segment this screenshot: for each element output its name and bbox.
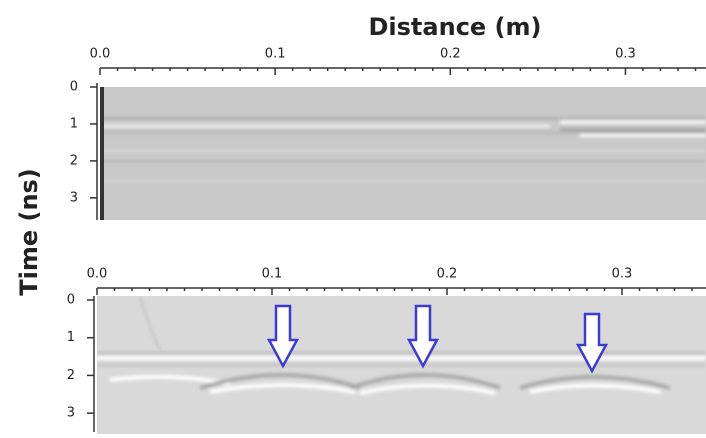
figure: Distance (m) Time (ns) <box>0 0 706 434</box>
x-tick-label: 0.2 <box>440 47 461 62</box>
x-tick-label: 0.1 <box>265 47 286 62</box>
y-tick-label: 2 <box>67 368 75 383</box>
x-tick-label: 0.1 <box>262 267 283 282</box>
y-tick-label: 1 <box>70 116 78 131</box>
x-tick-label: 0.3 <box>612 267 633 282</box>
y-tick-label: 3 <box>70 190 78 205</box>
x-tick-label: 0.0 <box>90 47 111 62</box>
y-tick-label: 2 <box>70 153 78 168</box>
radargram-bottom <box>97 296 706 434</box>
radargram-top <box>100 87 706 220</box>
y-tick-label: 0 <box>67 293 75 308</box>
y-axis-title: Time (ns) <box>15 168 43 296</box>
y-tick-label: 3 <box>67 406 75 421</box>
y-tick-label: 1 <box>67 330 75 345</box>
x-axis-title: Distance (m) <box>369 13 542 41</box>
x-tick-label: 0.3 <box>615 47 636 62</box>
x-tick-label: 0.2 <box>437 267 458 282</box>
x-tick-label: 0.0 <box>87 267 108 282</box>
y-tick-label: 0 <box>70 80 78 95</box>
